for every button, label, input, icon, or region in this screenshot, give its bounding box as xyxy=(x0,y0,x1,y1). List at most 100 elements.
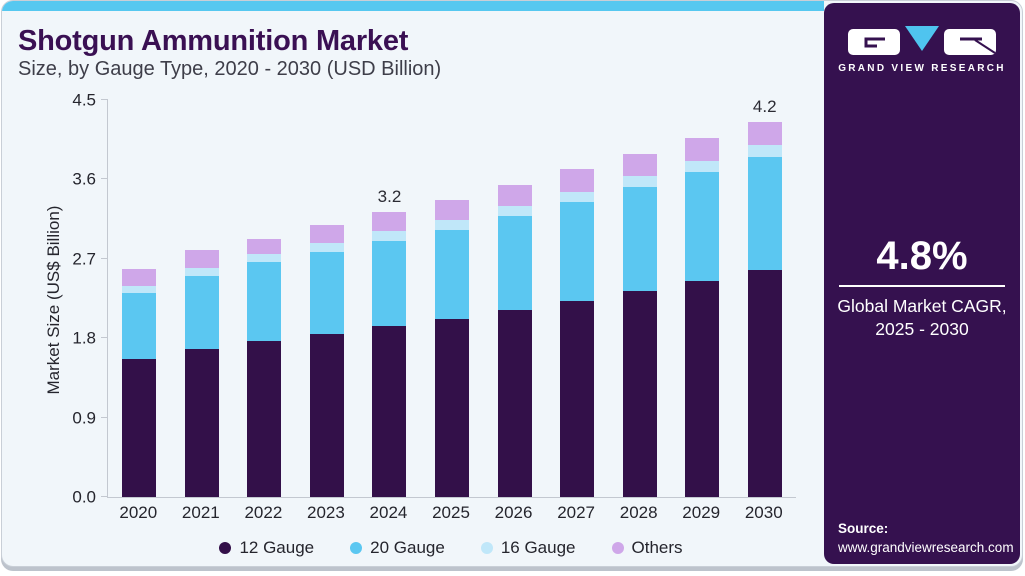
bar-segment-16-gauge xyxy=(685,160,720,173)
logo-letter-g-icon xyxy=(848,29,900,55)
legend-item-others: Others xyxy=(611,538,683,558)
bars: 3.2 4.2 xyxy=(108,98,796,497)
bar-segment-others xyxy=(685,137,720,161)
legend-item-16-gauge: 16 Gauge xyxy=(480,538,576,558)
bar-stack-2021 xyxy=(184,100,219,497)
y-tick-mark xyxy=(101,257,108,259)
bar-segment-12-gauge xyxy=(247,340,282,497)
bar-column-2029 xyxy=(671,100,734,497)
legend-swatch-16-gauge xyxy=(480,542,493,554)
bar-segment-others xyxy=(372,212,407,231)
bar-segment-others xyxy=(435,199,469,220)
brand-sidebar: GRAND VIEW RESEARCH 4.8% Global Market C… xyxy=(824,3,1020,564)
bar-segment-16-gauge xyxy=(622,175,657,188)
bar-segment-20-gauge xyxy=(372,241,407,326)
bar-segment-others xyxy=(497,184,532,206)
x-tick-label-2026: 2026 xyxy=(494,503,533,522)
y-axis-title: Market Size (US$ Billion) xyxy=(44,205,63,394)
legend-label-20-gauge: 20 Gauge xyxy=(370,538,445,557)
legend-swatch-20-gauge xyxy=(350,542,363,554)
bar-stack-2024 xyxy=(372,100,407,497)
bar-segment-12-gauge xyxy=(560,301,595,497)
bar-segment-20-gauge xyxy=(685,172,720,281)
y-tick-mark xyxy=(101,416,108,418)
bar-column-2021 xyxy=(171,100,234,497)
bar-segment-16-gauge xyxy=(247,254,282,263)
bar-segment-16-gauge xyxy=(747,145,782,158)
y-tick-label-1.8: 1.8 xyxy=(72,328,96,348)
bar-segment-20-gauge xyxy=(122,293,157,360)
bar-stack-2030 xyxy=(747,100,782,497)
legend-label-16-gauge: 16 Gauge xyxy=(500,538,576,557)
x-tick-label-2024: 2024 xyxy=(369,503,408,522)
bar-column-2025 xyxy=(421,100,484,497)
bar-column-2023 xyxy=(296,100,359,497)
grandview-logo xyxy=(824,26,1020,55)
bar-segment-16-gauge xyxy=(372,230,407,242)
x-tick-label-2023: 2023 xyxy=(307,503,345,522)
legend-label-others: Others xyxy=(631,538,683,557)
bar-column-2027 xyxy=(546,100,609,497)
bar-segment-12-gauge xyxy=(184,348,219,497)
bar-stack-2027 xyxy=(560,100,595,497)
logo-letter-v-icon xyxy=(905,26,939,51)
source-url: www.grandviewresearch.com xyxy=(838,540,1014,555)
legend-item-12-gauge: 12 Gauge xyxy=(219,538,314,558)
legend-swatch-12-gauge xyxy=(219,542,232,554)
y-tick-label-0.9: 0.9 xyxy=(72,408,96,428)
y-tick-label-0.0: 0.0 xyxy=(72,487,96,507)
y-tick-mark xyxy=(101,496,108,497)
x-axis-labels: 2020 2021 2022 2023 2024 2025 2026 2027 2028 2029… xyxy=(107,503,795,523)
source-label: Source: xyxy=(838,521,889,536)
bar-segment-others xyxy=(622,153,657,176)
x-tick-label-2030: 2030 xyxy=(744,503,783,522)
bar-segment-16-gauge xyxy=(560,191,595,203)
cagr-label-line2: 2025 - 2030 xyxy=(875,319,969,339)
cagr-value: 4.8% xyxy=(876,234,968,278)
x-tick-label-2022: 2022 xyxy=(244,503,283,522)
x-tick-label-2020: 2020 xyxy=(119,503,158,522)
bar-column-2030: 4.2 xyxy=(733,98,796,497)
bar-segment-16-gauge xyxy=(435,220,469,230)
bar-segment-20-gauge xyxy=(309,251,344,334)
source-block: Source: www.grandviewresearch.com xyxy=(838,519,1014,557)
bar-column-2020 xyxy=(108,100,171,497)
bar-segment-12-gauge xyxy=(309,333,344,497)
x-tick-label-2025: 2025 xyxy=(432,503,470,522)
cagr-label-line1: Global Market CAGR, xyxy=(837,296,1007,316)
bar-segment-16-gauge xyxy=(184,267,219,276)
bar-segment-others xyxy=(747,122,782,146)
bar-segment-12-gauge xyxy=(685,280,720,497)
bar-value-label-2024: 3.2 xyxy=(377,187,402,207)
bar-stack-2026 xyxy=(497,100,532,497)
bar-segment-others xyxy=(309,225,344,243)
legend-item-20-gauge: 20 Gauge xyxy=(350,538,445,558)
cagr-label: Global Market CAGR, 2025 - 2030 xyxy=(824,295,1020,341)
bar-segment-others xyxy=(560,168,595,192)
bar-segment-others xyxy=(247,238,282,255)
legend-swatch-others xyxy=(611,542,624,554)
y-tick-mark xyxy=(101,337,108,339)
cagr-divider xyxy=(839,285,1005,287)
bar-segment-20-gauge xyxy=(435,229,469,319)
bar-column-2022 xyxy=(233,100,296,497)
bar-segment-12-gauge xyxy=(747,270,782,497)
x-tick-label-2021: 2021 xyxy=(181,503,220,522)
bar-stack-2028 xyxy=(622,100,657,497)
chart-title: Shotgun Ammunition Market xyxy=(18,25,409,57)
bar-stack-2025 xyxy=(435,100,469,497)
bar-segment-16-gauge xyxy=(497,205,532,216)
bar-segment-12-gauge xyxy=(622,291,657,497)
y-tick-label-4.5: 4.5 xyxy=(72,90,96,110)
bar-segment-20-gauge xyxy=(497,215,532,310)
logo-letter-r-icon xyxy=(944,29,996,55)
plot-area: Market Size (US$ Billion) 3.2 4.2 0.0 0.9 1… xyxy=(44,92,796,506)
legend-label-12-gauge: 12 Gauge xyxy=(239,538,315,557)
bar-segment-20-gauge xyxy=(560,202,595,302)
bar-segment-others xyxy=(184,250,219,268)
bar-segment-20-gauge xyxy=(622,187,657,292)
legend: 12 Gauge 20 Gauge 16 Gauge Others xyxy=(107,538,795,558)
bar-segment-16-gauge xyxy=(309,242,344,252)
bar-segment-12-gauge xyxy=(497,309,532,497)
bar-segment-12-gauge xyxy=(372,325,407,497)
